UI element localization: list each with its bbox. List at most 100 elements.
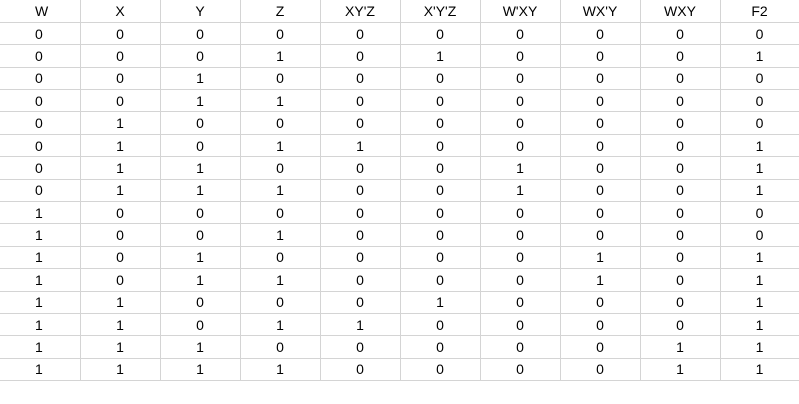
table-cell[interactable]: 0 xyxy=(480,291,561,314)
table-cell[interactable]: 0 xyxy=(560,291,641,314)
table-cell[interactable]: 1 xyxy=(160,89,241,113)
table-cell[interactable]: 1 xyxy=(240,134,321,158)
table-cell[interactable]: 0 xyxy=(640,268,721,292)
table-cell[interactable]: 0 xyxy=(400,268,481,292)
table-cell[interactable]: 1 xyxy=(720,179,799,203)
table-cell[interactable]: 0 xyxy=(320,358,401,382)
table-cell[interactable]: 1 xyxy=(240,44,321,68)
table-cell[interactable]: 0 xyxy=(80,22,161,46)
table-cell[interactable]: 0 xyxy=(560,313,641,337)
table-cell[interactable]: 1 xyxy=(720,313,799,337)
table-cell[interactable]: 0 xyxy=(480,67,561,91)
table-cell[interactable]: 0 xyxy=(560,358,641,382)
table-cell[interactable]: 0 xyxy=(320,223,401,247)
table-cell[interactable]: 1 xyxy=(0,246,81,270)
table-cell[interactable]: 1 xyxy=(80,291,161,314)
table-cell[interactable]: 1 xyxy=(720,246,799,270)
column-header-cell[interactable]: Y xyxy=(160,0,241,23)
table-cell[interactable]: 0 xyxy=(640,44,721,68)
table-cell[interactable]: 0 xyxy=(80,44,161,68)
table-cell[interactable]: 0 xyxy=(400,335,481,359)
table-cell[interactable]: 0 xyxy=(640,111,721,135)
table-cell[interactable]: 1 xyxy=(0,268,81,292)
table-cell[interactable]: 1 xyxy=(720,44,799,68)
table-cell[interactable]: 1 xyxy=(720,156,799,180)
table-cell[interactable]: 1 xyxy=(400,44,481,68)
table-cell[interactable]: 1 xyxy=(720,291,799,314)
table-cell[interactable]: 0 xyxy=(640,201,721,225)
table-cell[interactable]: 1 xyxy=(0,223,81,247)
table-cell[interactable]: 0 xyxy=(0,22,81,46)
table-cell[interactable]: 0 xyxy=(0,179,81,203)
table-cell[interactable]: 0 xyxy=(640,291,721,314)
table-cell[interactable]: 1 xyxy=(0,313,81,337)
table-cell[interactable]: 0 xyxy=(640,89,721,113)
column-header-cell[interactable]: XY'Z xyxy=(320,0,401,23)
table-cell[interactable]: 0 xyxy=(160,291,241,314)
table-cell[interactable]: 0 xyxy=(400,22,481,46)
table-cell[interactable]: 0 xyxy=(320,201,401,225)
column-header-cell[interactable]: X'Y'Z xyxy=(400,0,481,23)
table-cell[interactable]: 1 xyxy=(160,156,241,180)
table-cell[interactable]: 0 xyxy=(560,44,641,68)
table-cell[interactable]: 0 xyxy=(720,22,799,46)
table-cell[interactable]: 0 xyxy=(480,22,561,46)
table-cell[interactable]: 1 xyxy=(240,223,321,247)
table-cell[interactable]: 0 xyxy=(640,179,721,203)
table-cell[interactable]: 1 xyxy=(80,179,161,203)
table-cell[interactable]: 0 xyxy=(640,246,721,270)
table-cell[interactable]: 0 xyxy=(400,156,481,180)
table-cell[interactable]: 0 xyxy=(240,111,321,135)
table-cell[interactable]: 0 xyxy=(400,358,481,382)
table-cell[interactable]: 1 xyxy=(80,313,161,337)
table-cell[interactable]: 0 xyxy=(80,201,161,225)
table-cell[interactable]: 1 xyxy=(720,335,799,359)
table-cell[interactable]: 0 xyxy=(560,201,641,225)
table-cell[interactable]: 1 xyxy=(560,268,641,292)
table-cell[interactable]: 1 xyxy=(240,358,321,382)
table-cell[interactable]: 0 xyxy=(640,22,721,46)
table-cell[interactable]: 1 xyxy=(160,246,241,270)
column-header-cell[interactable]: WX'Y xyxy=(560,0,641,23)
table-cell[interactable]: 0 xyxy=(480,201,561,225)
table-cell[interactable]: 1 xyxy=(160,335,241,359)
table-cell[interactable]: 0 xyxy=(400,313,481,337)
table-cell[interactable]: 0 xyxy=(400,67,481,91)
table-cell[interactable]: 0 xyxy=(480,223,561,247)
table-cell[interactable]: 0 xyxy=(160,134,241,158)
table-cell[interactable]: 1 xyxy=(160,358,241,382)
table-cell[interactable]: 1 xyxy=(480,156,561,180)
table-cell[interactable]: 0 xyxy=(240,201,321,225)
table-cell[interactable]: 0 xyxy=(160,201,241,225)
table-cell[interactable]: 0 xyxy=(480,134,561,158)
table-cell[interactable]: 0 xyxy=(320,111,401,135)
table-cell[interactable]: 0 xyxy=(560,156,641,180)
table-cell[interactable]: 0 xyxy=(640,223,721,247)
table-cell[interactable]: 0 xyxy=(560,179,641,203)
table-cell[interactable]: 0 xyxy=(80,89,161,113)
table-cell[interactable]: 0 xyxy=(80,268,161,292)
table-cell[interactable]: 0 xyxy=(0,67,81,91)
table-cell[interactable]: 1 xyxy=(240,179,321,203)
table-cell[interactable]: 0 xyxy=(400,89,481,113)
table-cell[interactable]: 1 xyxy=(80,134,161,158)
table-cell[interactable]: 0 xyxy=(480,111,561,135)
table-cell[interactable]: 1 xyxy=(400,291,481,314)
table-cell[interactable]: 1 xyxy=(160,268,241,292)
table-cell[interactable]: 0 xyxy=(560,335,641,359)
table-cell[interactable]: 1 xyxy=(560,246,641,270)
table-cell[interactable]: 1 xyxy=(0,335,81,359)
table-cell[interactable]: 0 xyxy=(80,67,161,91)
table-cell[interactable]: 1 xyxy=(320,134,401,158)
table-cell[interactable]: 0 xyxy=(240,291,321,314)
table-cell[interactable]: 0 xyxy=(320,156,401,180)
table-cell[interactable]: 0 xyxy=(720,223,799,247)
table-cell[interactable]: 0 xyxy=(320,67,401,91)
table-cell[interactable]: 0 xyxy=(160,22,241,46)
table-cell[interactable]: 0 xyxy=(480,358,561,382)
table-cell[interactable]: 0 xyxy=(720,201,799,225)
table-cell[interactable]: 0 xyxy=(560,223,641,247)
column-header-cell[interactable]: W xyxy=(0,0,81,23)
table-cell[interactable]: 1 xyxy=(640,335,721,359)
column-header-cell[interactable]: F2 xyxy=(720,0,799,23)
